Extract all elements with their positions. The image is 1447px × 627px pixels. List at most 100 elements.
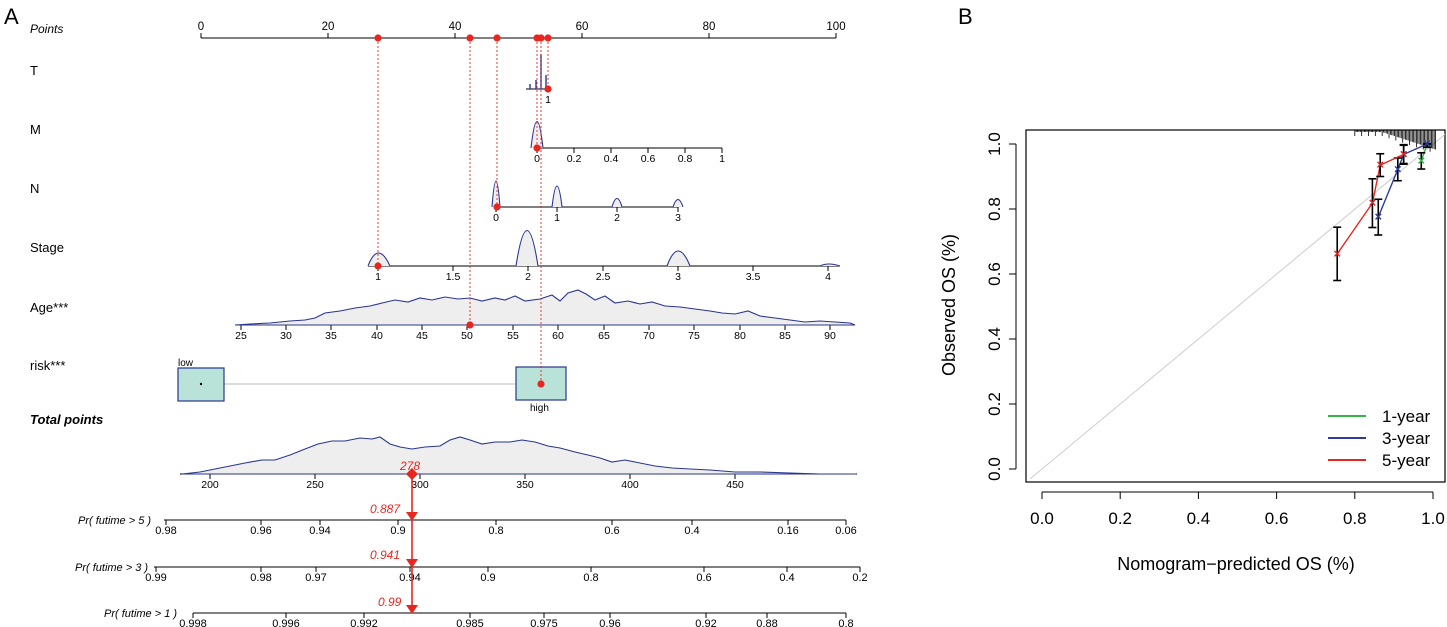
pr5-axis-tick-label: 0.6: [604, 525, 619, 537]
age-guide-top-marker: [466, 34, 474, 42]
x-tick-label: 1.0: [1421, 509, 1445, 528]
m-axis-tick-label: 0: [534, 153, 540, 165]
pr1-axis-tick-label: 0.998: [179, 618, 207, 627]
pr1-axis-tick-label: 0.992: [350, 618, 378, 627]
3-year-point: ×: [1394, 161, 1402, 176]
panel-b-letter: B: [958, 4, 973, 29]
x-tick-label: 0.0: [1030, 509, 1054, 528]
n-label: N: [30, 181, 39, 196]
stage-axis-tick-label: 2: [525, 271, 531, 283]
risk-label: risk***: [30, 358, 65, 373]
5-year-line: [1336, 153, 1404, 255]
pr3-axis-tick-label: 0.98: [250, 572, 271, 584]
n-density-bump: [551, 185, 563, 208]
5-year-point: ×: [1369, 195, 1377, 210]
age-axis-tick-label: 70: [643, 330, 655, 342]
n-density-bump: [672, 198, 684, 208]
x-tick-label: 0.8: [1343, 509, 1367, 528]
nomogram-panel: A Points T M N Stage Age*** risk*** Tota…: [4, 4, 868, 627]
pr5-axis-tick-label: 0.4: [684, 525, 699, 537]
stage-guide-top-marker: [374, 34, 382, 42]
m-axis-tick-label: 0.2: [567, 153, 582, 165]
n-axis-tick-label: 1: [554, 212, 560, 224]
5-year-point: ×: [1376, 157, 1384, 172]
stage-axis-tick-label: 1: [375, 271, 381, 283]
3-year-legend-label: 3-year: [1382, 429, 1431, 448]
y-tick-label: 0.2: [985, 392, 1004, 416]
stage-axis-tick-label: 4: [825, 271, 831, 283]
total-marker: [406, 468, 418, 480]
n-density-bump: [491, 180, 501, 208]
age-axis-tick-label: 55: [507, 330, 519, 342]
panel-a-letter: A: [4, 4, 19, 29]
risk-guide-top-marker: [537, 34, 545, 42]
total-points-label: Total points: [30, 412, 103, 427]
n-density-bump: [611, 197, 623, 208]
pr1-marker: [406, 605, 418, 614]
3-year-line: [1377, 143, 1428, 218]
x-axis-label: Nomogram−predicted OS (%): [1117, 554, 1355, 574]
y-tick-label: 0.6: [985, 262, 1004, 286]
1-year-legend-label: 1-year: [1382, 407, 1431, 426]
points-axis-tick-label: 100: [826, 21, 845, 33]
stage-density-bump: [819, 263, 841, 267]
age-axis-tick-label: 30: [280, 330, 292, 342]
age-axis-tick-label: 80: [734, 330, 746, 342]
pr3-value-label: 0.941: [370, 548, 400, 562]
pr1-axis-tick-label: 0.8: [838, 618, 853, 627]
total-points-axis-tick-label: 250: [306, 479, 324, 491]
age-axis-tick-label: 90: [824, 330, 836, 342]
pr5-axis-tick-label: 0.9: [390, 525, 405, 537]
points-axis-tick-label: 40: [449, 21, 462, 33]
m-axis-tick-label: 0.4: [604, 153, 619, 165]
pr5-axis-tick-label: 0.16: [777, 525, 798, 537]
x-tick-label: 0.4: [1187, 509, 1211, 528]
pr1-label: Pr( futime > 1 ): [104, 608, 177, 620]
stage-axis-tick-label: 3.5: [746, 271, 761, 283]
5-year-point: ×: [1333, 246, 1341, 261]
n-axis-tick-label: 3: [675, 212, 681, 224]
t-axis-tick-label: 1: [545, 94, 551, 106]
n-axis-tick-label: 2: [614, 212, 620, 224]
pr3-axis-tick-label: 0.6: [696, 572, 711, 584]
n-guide-top-marker: [493, 34, 501, 42]
patient-guides: [374, 34, 552, 614]
pr3-axis-tick-label: 0.97: [305, 572, 326, 584]
age-axis-tick-label: 50: [461, 330, 473, 342]
m-axis-tick-label: 1: [719, 153, 725, 165]
5-year-point: ×: [1400, 146, 1408, 161]
5-year-legend-label: 5-year: [1382, 451, 1431, 470]
y-tick-label: 0.4: [985, 327, 1004, 351]
points-axis-tick-label: 60: [576, 21, 589, 33]
stage-axis-tick-label: 2.5: [596, 271, 611, 283]
pr5-axis-tick-label: 0.96: [250, 525, 271, 537]
calibration-plot: 0.0 0.2 0.4 0.6 0.8 1.0 0.0 0.2 0.4 0.6 0.8 1.0 Nomo…: [939, 130, 1446, 574]
pr1-axis-tick-label: 0.985: [456, 618, 484, 627]
m-axis-tick-label: 0.8: [678, 153, 693, 165]
3-year-point: ×: [1374, 209, 1382, 224]
age-label: Age***: [30, 300, 68, 315]
age-axis-tick-label: 25: [235, 330, 247, 342]
risk-high-label: high: [530, 403, 549, 414]
age-axis-tick-label: 75: [688, 330, 700, 342]
pr3-axis-tick-label: 0.8: [583, 572, 598, 584]
pr1-value-label: 0.99: [378, 595, 402, 609]
pr5-label: Pr( futime > 5 ): [78, 515, 151, 527]
age-guide-value-marker: [466, 321, 474, 329]
stage-guide-value-marker: [374, 262, 382, 270]
points-axis-tick-label: 0: [198, 21, 204, 33]
stage-label: Stage: [30, 240, 64, 255]
pr1-axis-tick-label: 0.88: [756, 618, 777, 627]
calibration-panel: B 0.0 0.2 0.4 0.6 0.8 1.0 0.0 0.2 0.4 0.6 0.8 1.0 No…: [939, 4, 1446, 574]
pr5-axis-tick-label: 0.98: [155, 525, 176, 537]
pr5-axis-tick-label: 0.06: [835, 525, 856, 537]
stage-density-bump: [367, 252, 391, 267]
n-axis-tick-label: 0: [493, 212, 499, 224]
m-label: M: [30, 122, 41, 137]
pr1-axis-tick-label: 0.96: [599, 618, 620, 627]
pr3-axis-tick-label: 0.2: [852, 572, 867, 584]
t-label: T: [30, 63, 38, 78]
points-axis-tick-label: 80: [703, 21, 716, 33]
age-density: [234, 289, 856, 326]
